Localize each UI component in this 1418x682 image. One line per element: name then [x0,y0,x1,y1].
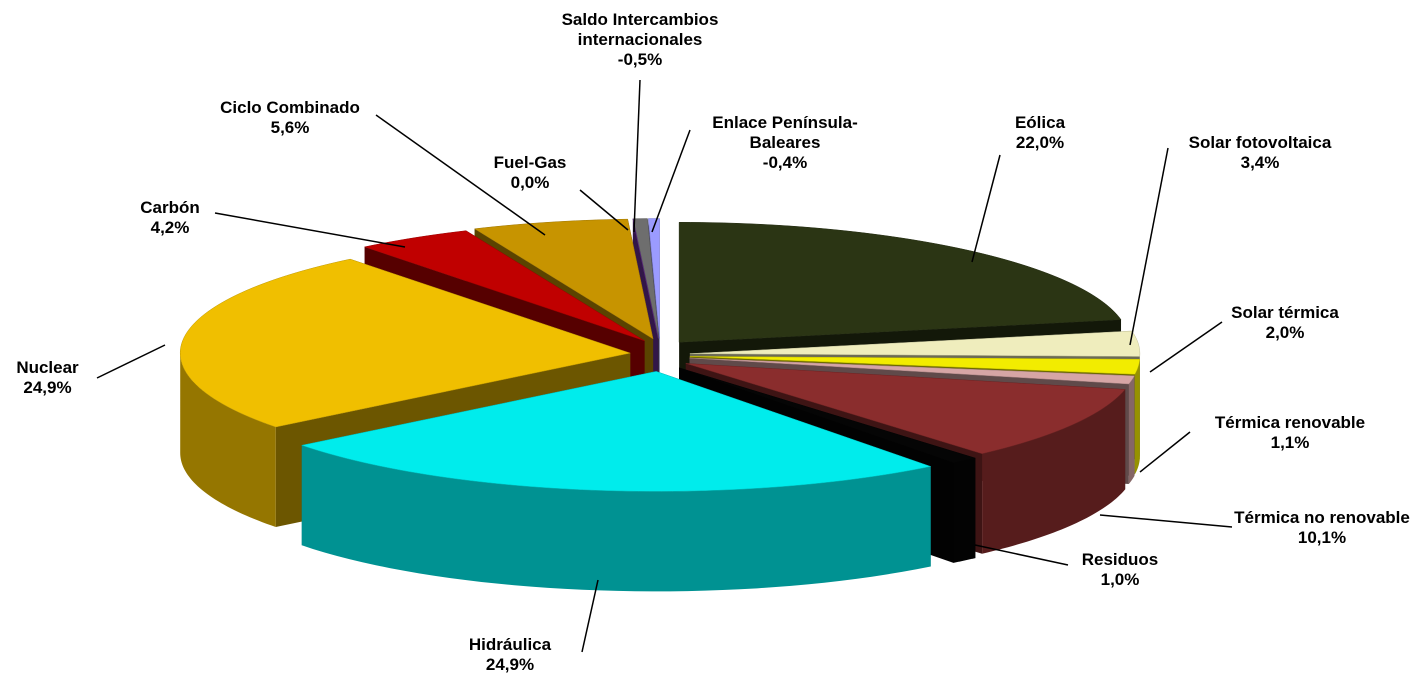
slice-label: Solar térmica 2,0% [1200,303,1370,343]
slice-top [685,363,1126,454]
slice-top [648,218,660,339]
slice-top [689,330,1141,357]
label-name: Solar fotovoltaica [1188,133,1332,152]
label-name: Solar térmica [1231,303,1339,322]
leader-line [214,212,406,248]
slice-top [678,222,1122,343]
leader-line [579,189,629,231]
label-value: 10,1% [1297,528,1347,547]
label-name: Térmica no renovable [1234,508,1410,527]
slice-label: Eólica 22,0% [960,113,1120,153]
label-name: Térmica renovable [1214,413,1366,432]
slice-top [632,218,659,339]
leader-line [971,154,1001,263]
slice-top [179,258,632,428]
label-value: 1,1% [1270,433,1310,452]
slice-top [633,218,660,339]
slice-label: Térmica renovable 1,1% [1185,413,1395,453]
slice-top [473,218,654,340]
label-value: 2,0% [1265,323,1305,342]
slice-label: Ciclo Combinado 5,6% [190,98,390,138]
leader-line [581,579,599,653]
label-value: 1,0% [1100,570,1140,589]
label-value: 3,4% [1240,153,1280,172]
leader-line [375,114,546,236]
slice-top [689,356,1141,375]
label-name: Nuclear [16,358,79,377]
label-value: 24,9% [485,655,535,674]
label-value: 4,2% [150,218,190,237]
label-value: -0,4% [762,153,808,172]
slice-top [300,371,932,492]
slice [300,371,932,592]
slice-wall [1128,375,1135,484]
label-name: Enlace Península-Baleares [712,113,858,152]
slice-top [363,230,645,342]
leader-line [1139,431,1191,473]
slice-top [678,367,977,464]
leader-line [1149,321,1223,373]
label-name: Hidráulica [468,635,552,654]
leader-line [974,544,1069,566]
leader-line [1099,514,1233,528]
slice-label: Residuos 1,0% [1060,550,1180,590]
leader-line [1129,147,1169,346]
label-value: -0,5% [617,50,663,69]
label-name: Residuos [1081,550,1159,569]
slice-label: Térmica no renovable 10,1% [1222,508,1418,548]
slice-wall [953,458,976,563]
slice-label: Hidráulica 24,9% [455,635,565,675]
slice-label: Nuclear 24,9% [0,358,95,398]
leader-line [633,79,641,233]
label-value: 22,0% [1015,133,1065,152]
label-name: Fuel-Gas [493,153,567,172]
label-name: Eólica [1014,113,1066,132]
label-name: Ciclo Combinado [220,98,360,117]
label-name: Saldo Intercambios internacionales [561,10,719,49]
leader-line [651,129,691,233]
slice-wall [982,389,1126,554]
label-value: 5,6% [270,118,310,137]
label-value: 24,9% [23,378,72,397]
slice-label: Enlace Península-Baleares -0,4% [685,113,885,173]
slice-top [689,357,1135,385]
slice-label: Solar fotovoltaica 3,4% [1160,133,1360,173]
label-name: Carbón [140,198,200,217]
slice-label: Carbón 4,2% [120,198,220,238]
leader-line [96,344,166,379]
label-value: 0,0% [510,173,550,192]
slice-wall [301,445,931,592]
slice-label: Saldo Intercambios internacionales -0,5% [540,10,740,70]
slice-wall [180,353,276,527]
slice-wall [1134,359,1140,475]
slice-label: Fuel-Gas 0,0% [480,153,580,193]
